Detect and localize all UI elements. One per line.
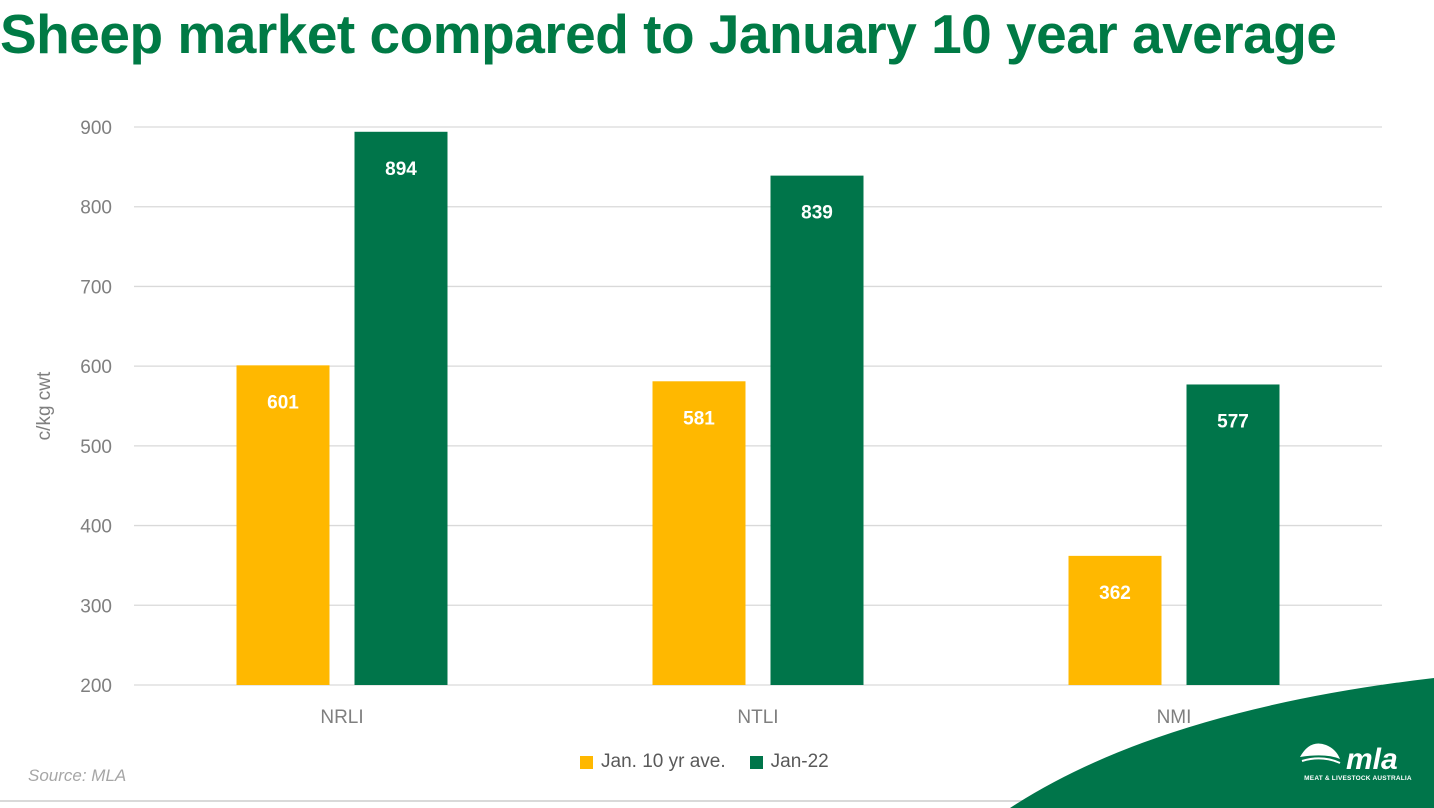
x-tick-label: NTLI <box>737 707 778 728</box>
bottom-rule <box>0 800 1434 802</box>
data-labels: 601 894 581 839 362 577 <box>267 159 1249 604</box>
legend-swatch-series-1 <box>580 755 593 769</box>
page-title: Sheep market compared to January 10 year… <box>0 3 1337 65</box>
y-tick-label: 900 <box>80 118 112 139</box>
data-label: 581 <box>683 408 715 429</box>
bars <box>236 131 1280 686</box>
bar-nmi-series-2 <box>1186 384 1280 685</box>
data-label: 839 <box>801 203 833 224</box>
legend-item-series-2: Jan-22 <box>749 751 829 773</box>
x-tick-label: NMI <box>1157 707 1192 728</box>
legend-item-series-1: Jan. 10 yr ave. <box>580 751 726 773</box>
y-axis-label: c/kg cwt <box>34 371 55 440</box>
data-label: 894 <box>385 159 417 180</box>
y-axis-ticks: 200 300 400 500 600 700 800 900 <box>80 118 112 697</box>
y-tick-label: 200 <box>80 676 112 697</box>
data-label: 577 <box>1217 411 1249 432</box>
mla-logo: mla <box>1300 743 1398 776</box>
legend-label-series-1: Jan. 10 yr ave. <box>601 751 726 772</box>
y-tick-label: 500 <box>80 437 112 458</box>
bar-ntli-series-2 <box>770 175 864 685</box>
source-note: Source: MLA <box>28 766 127 785</box>
data-label: 601 <box>267 392 299 413</box>
x-tick-label: NRLI <box>320 707 363 728</box>
bar-ntli-series-1 <box>652 381 746 685</box>
data-label: 362 <box>1099 583 1131 604</box>
chart-legend: Jan. 10 yr ave. Jan-22 <box>580 751 829 773</box>
bar-nrli-series-2 <box>354 131 448 686</box>
bar-nrli-series-1 <box>236 365 330 685</box>
logo-subtitle: MEAT & LIVESTOCK AUSTRALIA <box>1304 775 1412 782</box>
y-tick-label: 600 <box>80 357 112 378</box>
gridlines <box>134 126 1382 686</box>
logo-wordmark: mla <box>1346 743 1398 776</box>
x-axis-ticks: NRLI NTLI NMI <box>320 707 1191 728</box>
y-tick-label: 300 <box>80 596 112 617</box>
legend-swatch-series-2 <box>749 755 763 769</box>
bar-nmi-series-1 <box>1068 555 1162 685</box>
legend-label-series-2: Jan-22 <box>770 751 829 772</box>
y-tick-label: 800 <box>80 198 112 219</box>
y-tick-label: 700 <box>80 277 112 298</box>
y-tick-label: 400 <box>80 517 112 538</box>
